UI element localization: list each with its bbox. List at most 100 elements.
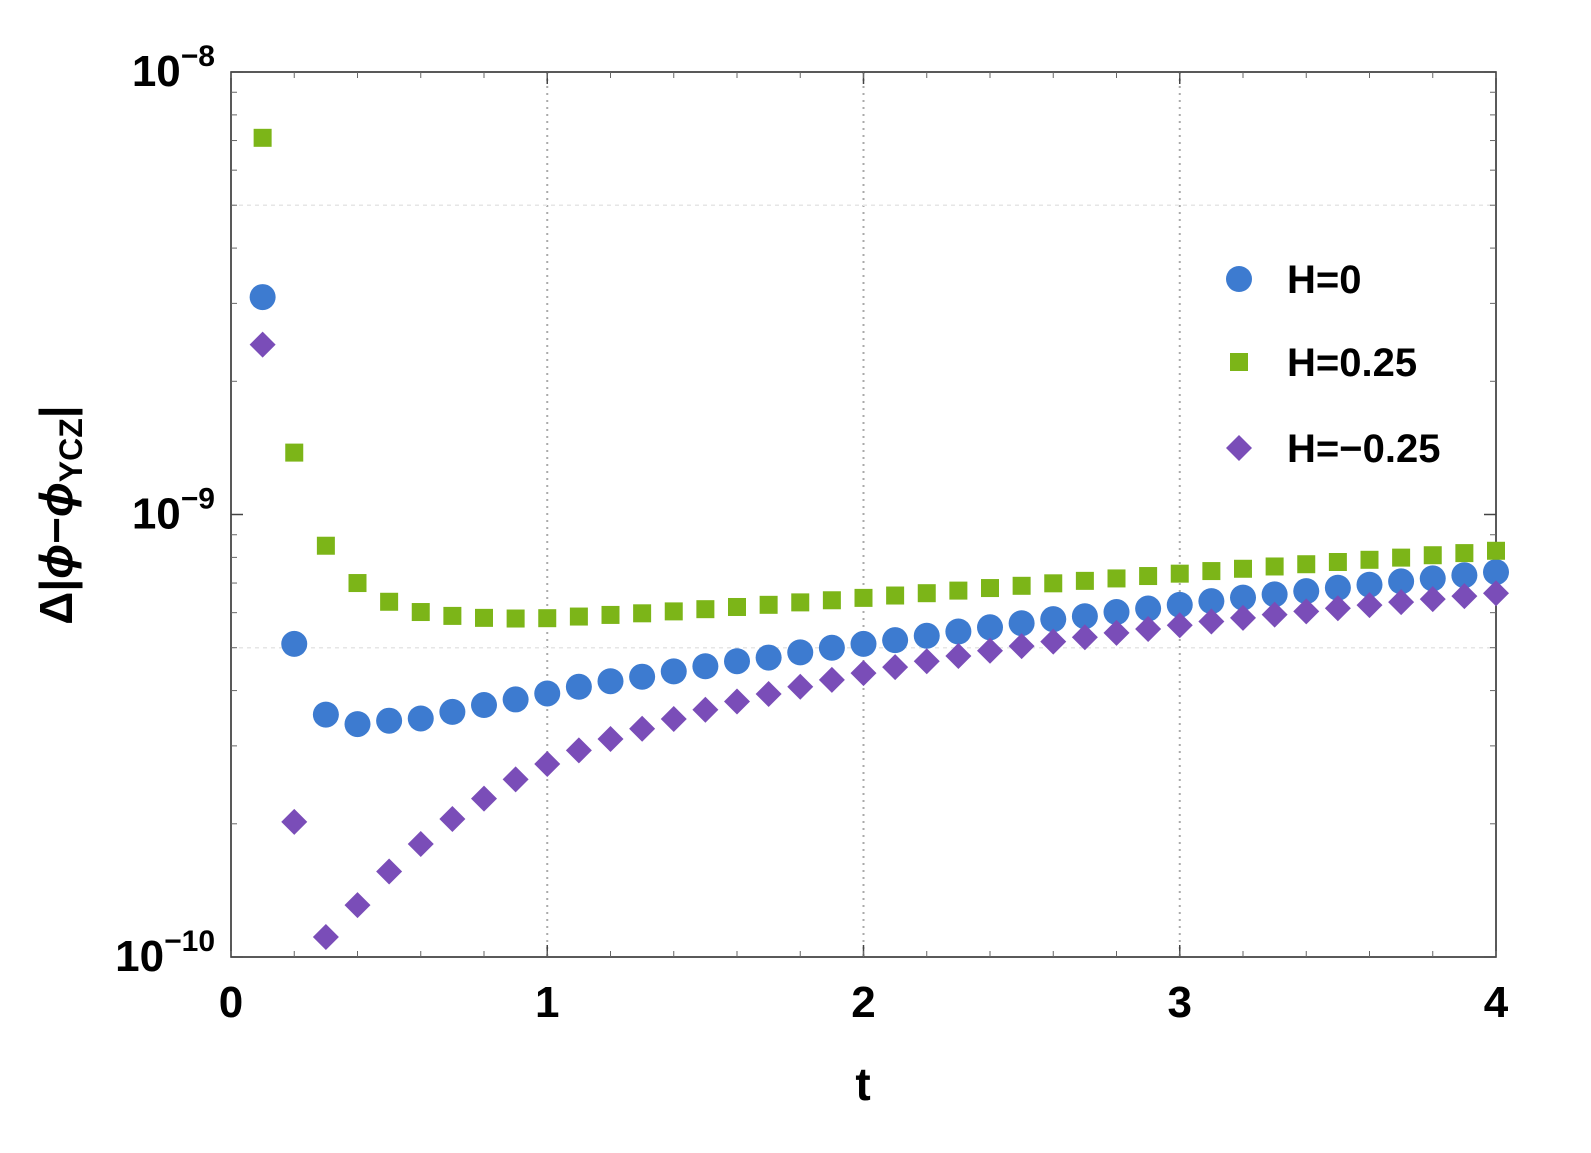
x-tick-label: 3	[1168, 978, 1192, 1027]
circle-point	[629, 663, 656, 690]
square-point	[1202, 562, 1221, 581]
circle-point	[1388, 568, 1415, 595]
diamond-point	[818, 666, 845, 693]
square-point	[569, 607, 588, 626]
y-axis-title-phi2: ϕ	[30, 482, 82, 517]
circle-point	[724, 648, 750, 675]
diamond-point	[913, 648, 940, 675]
circle-point	[692, 653, 719, 680]
diamond-point	[755, 680, 782, 707]
diamond-point	[344, 892, 371, 919]
square-point	[1234, 559, 1252, 578]
circle-point	[1451, 562, 1478, 589]
square-point	[1265, 557, 1284, 576]
x-tick-label: 4	[1484, 978, 1509, 1027]
y-axis-title-phi1: ϕ	[30, 544, 82, 579]
diamond-point	[502, 766, 529, 793]
square-point	[1170, 564, 1189, 583]
circle-point	[312, 701, 339, 728]
diamond-point	[787, 673, 814, 700]
circle-point	[1293, 578, 1320, 605]
circle-point	[1261, 581, 1288, 608]
square-point	[854, 588, 873, 607]
circle-point	[787, 639, 814, 666]
diamond-point	[1008, 633, 1035, 660]
square-point	[1392, 548, 1411, 567]
square-point	[348, 574, 367, 593]
circle-point	[439, 698, 466, 725]
circle-point	[1483, 559, 1509, 586]
square-point	[316, 536, 335, 555]
ticks-layer: 0 1 2 3 4 10−8 10−9 10−10	[115, 40, 1509, 1027]
square-point	[791, 593, 810, 612]
y-axis-title-suffix: |	[30, 405, 82, 418]
diamond-point	[439, 806, 466, 833]
diamond-point	[660, 706, 687, 733]
circle-point	[1071, 603, 1098, 630]
diamond-point	[312, 923, 339, 950]
circle-point	[1324, 574, 1351, 601]
square-point	[253, 128, 272, 147]
diamond-point	[692, 696, 719, 723]
circle-point	[850, 630, 877, 657]
square-point	[886, 586, 905, 605]
diamond-point	[1230, 604, 1256, 631]
diamond-point	[1103, 619, 1130, 646]
diamond-point	[1071, 624, 1098, 651]
square-point	[664, 602, 683, 621]
diamond-point	[850, 660, 877, 687]
circle-point	[1008, 610, 1035, 637]
square-point	[1487, 541, 1505, 560]
square-point	[1139, 567, 1158, 586]
y-tick-label: 10−8	[132, 40, 215, 96]
square-point	[1044, 574, 1063, 593]
diamond-point	[1293, 598, 1320, 625]
series-diamond	[249, 331, 1509, 950]
square-point	[759, 595, 778, 614]
square-point	[1455, 544, 1474, 563]
square-point	[822, 591, 841, 610]
square-point	[411, 603, 430, 622]
x-tick-label: 1	[535, 978, 559, 1027]
diamond-point	[1483, 580, 1509, 607]
circle-point	[977, 614, 1003, 641]
circle-point	[1166, 591, 1193, 618]
diamond-point	[1451, 583, 1478, 610]
series-circle	[249, 284, 1509, 738]
square-point	[696, 600, 715, 619]
square-point	[443, 606, 462, 625]
diamond-point	[1198, 608, 1225, 635]
square-point	[538, 609, 557, 628]
square-point	[285, 443, 304, 462]
circle-point	[1135, 595, 1162, 622]
diamond-point	[534, 750, 561, 777]
square-point	[633, 604, 652, 623]
circle-point	[1356, 571, 1383, 598]
square-point	[1107, 569, 1126, 588]
diamond-point	[407, 831, 434, 858]
diamond-point	[376, 858, 403, 885]
circle-point	[502, 686, 529, 713]
square-point	[380, 592, 399, 611]
square-point	[1075, 571, 1094, 590]
circle-point	[1040, 606, 1067, 633]
circle-point	[818, 634, 845, 661]
data-layer	[249, 128, 1509, 950]
diamond-point	[471, 785, 497, 812]
legend-marker-diamond	[1226, 435, 1252, 461]
diamond-point	[977, 637, 1003, 664]
diamond-point	[597, 725, 624, 752]
legend: H=0 H=0.25 H=−0.25	[1226, 258, 1440, 471]
circle-point	[882, 627, 909, 654]
circle-point	[376, 707, 403, 734]
square-point	[1423, 546, 1442, 565]
y-axis-title: Δ|ϕ−ϕYCZ|	[30, 405, 89, 624]
circle-point	[407, 705, 434, 732]
square-point	[506, 609, 525, 628]
series-square	[253, 128, 1505, 628]
y-tick-label: 10−10	[115, 925, 215, 981]
circle-point	[1419, 565, 1446, 592]
legend-marker-circle	[1226, 266, 1252, 292]
circle-point	[945, 618, 972, 645]
y-axis-title-subscript: YCZ	[53, 418, 89, 482]
